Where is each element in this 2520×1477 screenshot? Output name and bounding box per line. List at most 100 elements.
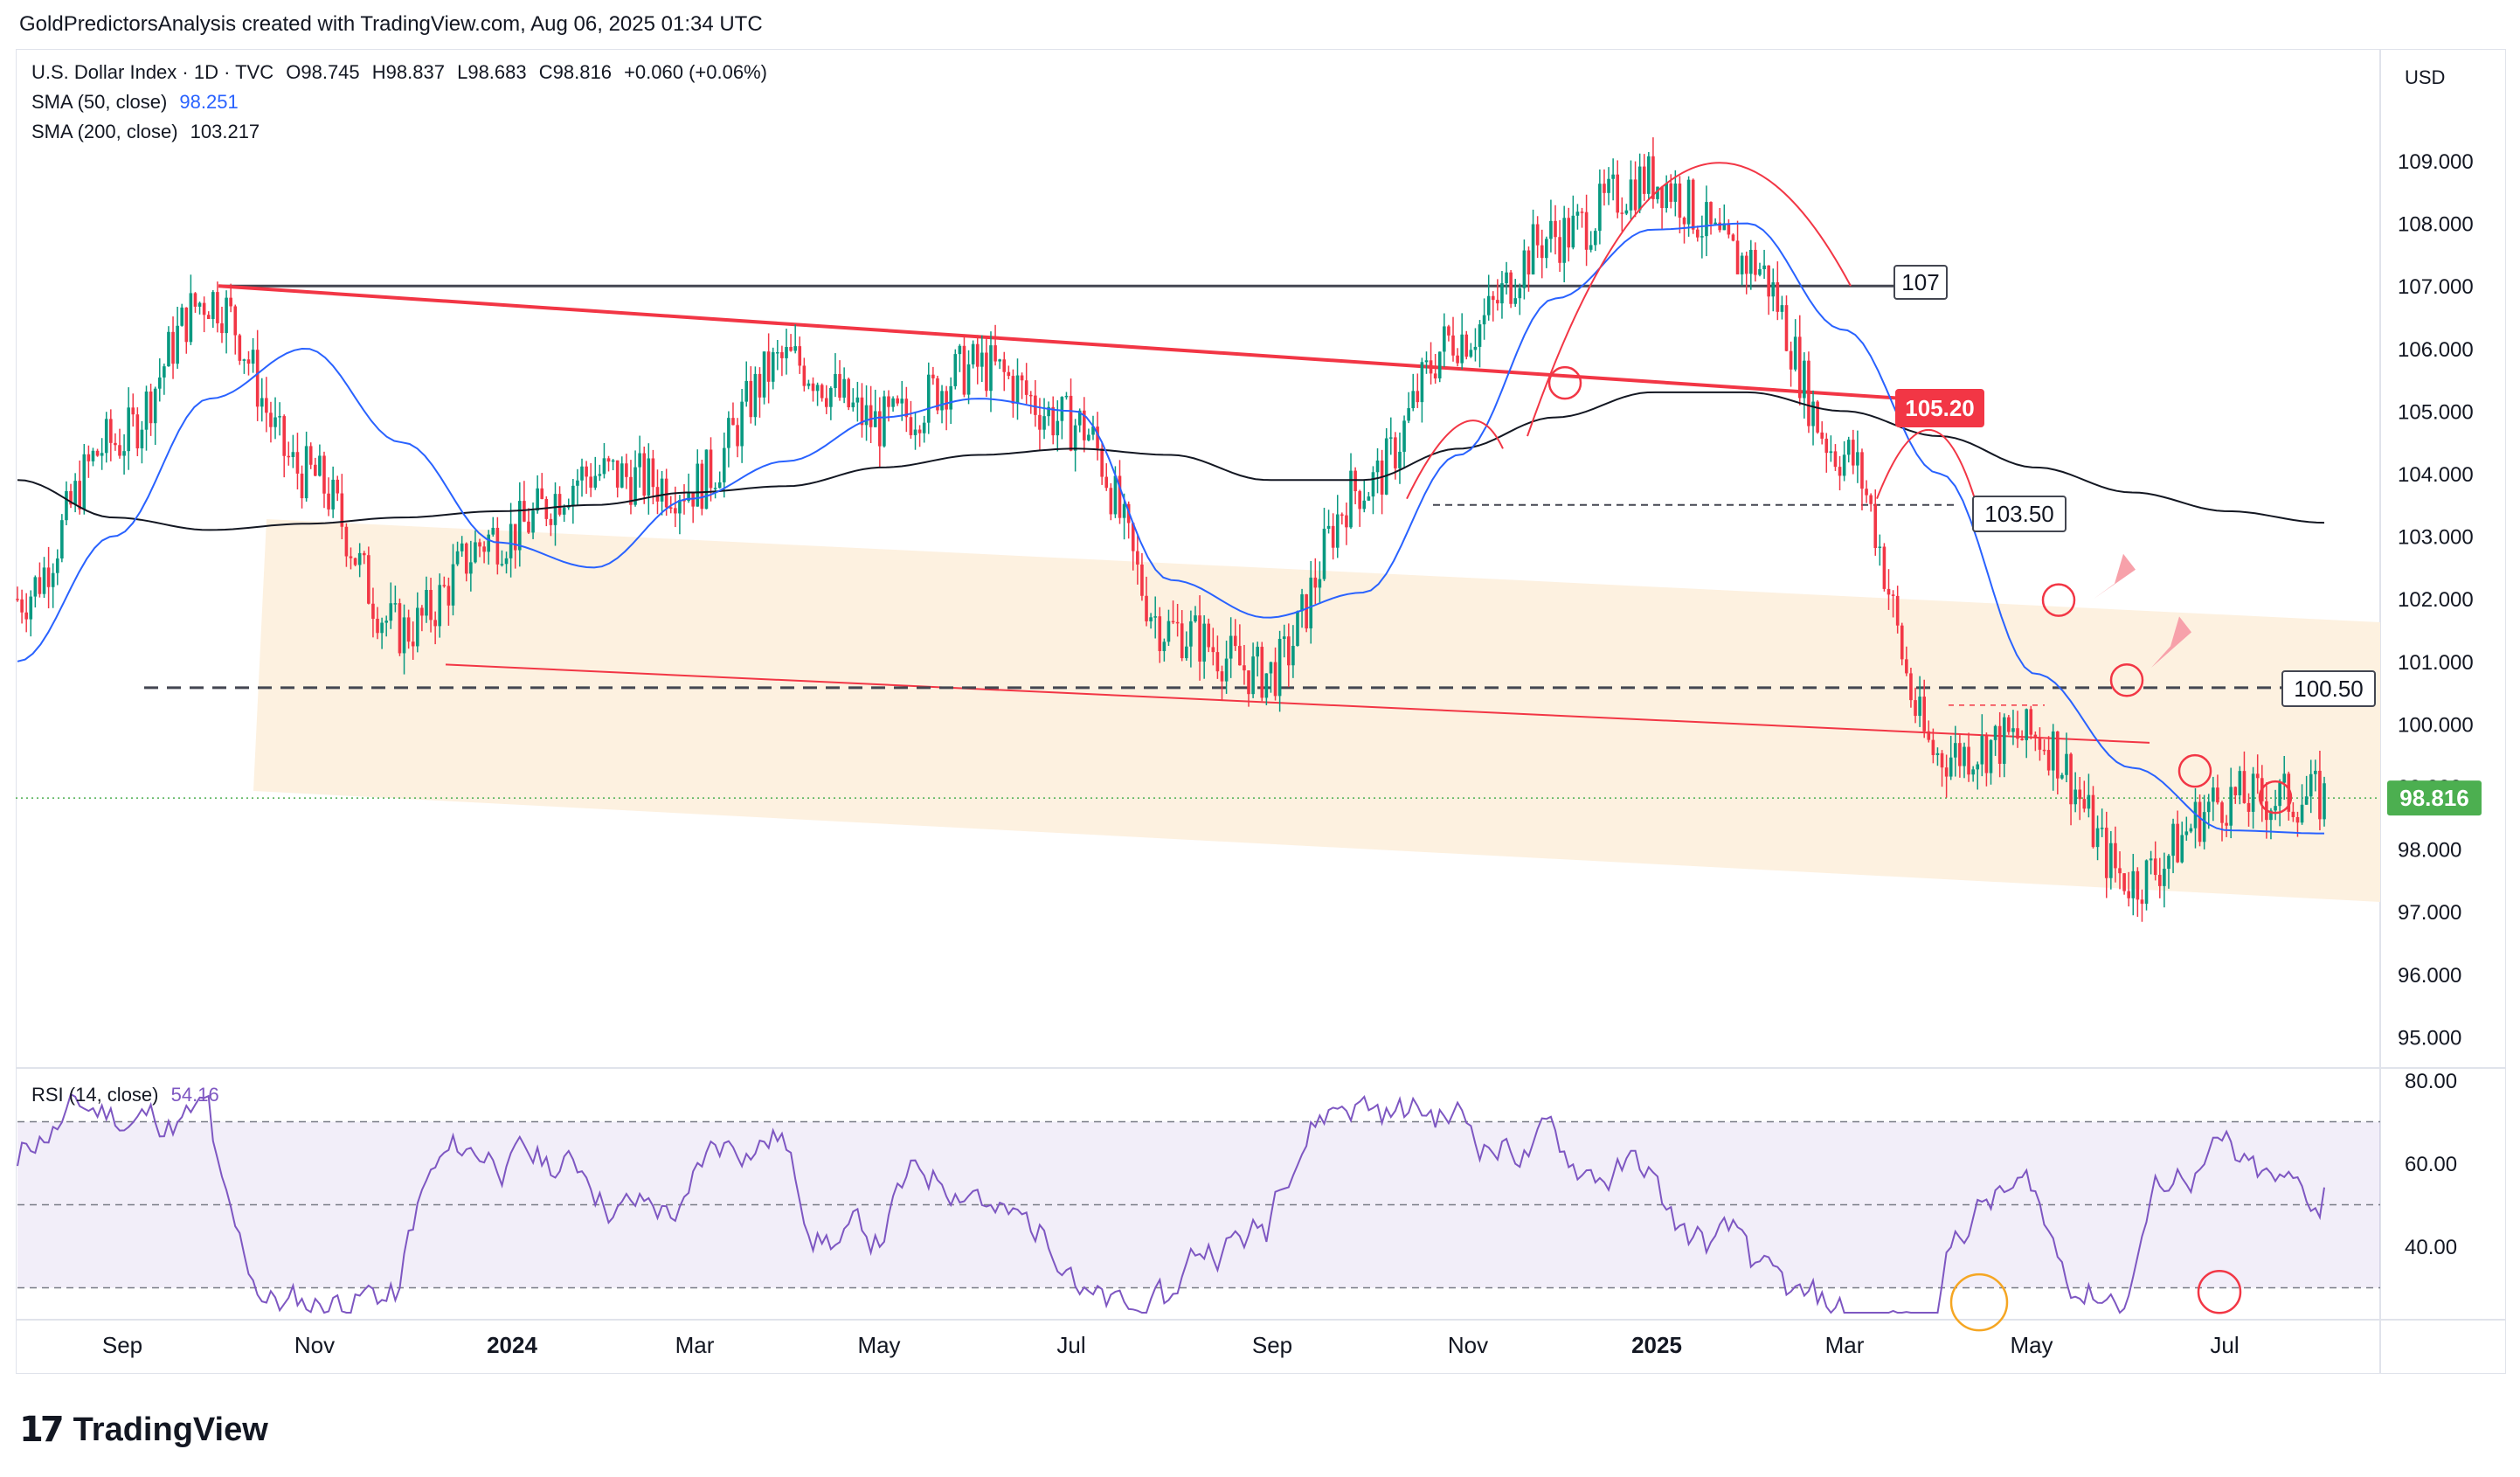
candle-body bbox=[1318, 579, 1322, 588]
candle-body bbox=[1433, 373, 1437, 378]
candle-body bbox=[1326, 525, 1331, 529]
candle-body bbox=[1233, 635, 1237, 647]
candle-body bbox=[771, 352, 775, 382]
candle-body bbox=[1869, 495, 1873, 504]
candle-body bbox=[811, 383, 815, 392]
candle-body bbox=[1180, 623, 1184, 659]
candle-body bbox=[1727, 223, 1731, 235]
candle-body bbox=[900, 399, 904, 404]
candle-body bbox=[251, 350, 255, 364]
tradingview-logo[interactable]: 17 TradingView bbox=[19, 1409, 268, 1451]
candle-body bbox=[1256, 647, 1259, 657]
candle-body bbox=[744, 380, 749, 402]
candle-body bbox=[1282, 636, 1286, 640]
candle-body bbox=[314, 464, 317, 476]
legend-sma200-row[interactable]: SMA (200, close) 103.217 bbox=[31, 121, 260, 143]
candle-body bbox=[883, 396, 886, 447]
candle-body bbox=[1682, 218, 1686, 225]
candle-body bbox=[163, 366, 166, 378]
candle-body bbox=[2055, 731, 2060, 779]
candle-body bbox=[985, 352, 988, 392]
candle-body bbox=[225, 297, 228, 334]
last-price-label: 98.816 bbox=[2399, 785, 2469, 811]
legend-rsi-row[interactable]: RSI (14, close) 54.16 bbox=[31, 1084, 219, 1106]
candle-body bbox=[1109, 488, 1113, 515]
candle-body bbox=[1051, 406, 1056, 436]
candle-body bbox=[1700, 236, 1704, 238]
candle-body bbox=[873, 411, 877, 427]
candle-body bbox=[193, 293, 197, 307]
candle-body bbox=[1780, 305, 1784, 312]
candle-body bbox=[1069, 395, 1073, 451]
candle-body bbox=[2091, 794, 2095, 848]
candle-body bbox=[922, 422, 926, 433]
level-label-105-20: 105.20 bbox=[1905, 395, 1975, 421]
candle-body bbox=[789, 346, 793, 351]
candle-body bbox=[1882, 546, 1887, 589]
candle-body bbox=[2038, 737, 2042, 750]
tradingview-logo-text: TradingView bbox=[73, 1411, 268, 1448]
candle-body bbox=[1367, 496, 1371, 501]
candle-body bbox=[993, 345, 997, 362]
candle-body bbox=[598, 474, 602, 476]
candle-body bbox=[1073, 425, 1077, 451]
candle-body bbox=[2247, 802, 2251, 812]
legend-sma50-row[interactable]: SMA (50, close) 98.251 bbox=[31, 91, 239, 114]
candle-body bbox=[1811, 401, 1815, 426]
time-tick-label: Nov bbox=[294, 1332, 335, 1358]
descending-trendline-red bbox=[218, 284, 1906, 401]
legend-high: H98.837 bbox=[371, 61, 445, 83]
candle-body bbox=[1642, 166, 1646, 194]
chart-attribution: GoldPredictorsAnalysis created with Trad… bbox=[19, 12, 763, 36]
candle-body bbox=[1469, 350, 1473, 357]
candle-body bbox=[655, 487, 660, 502]
candle-body bbox=[2180, 835, 2184, 863]
candle-body bbox=[989, 345, 993, 392]
candle-body bbox=[1047, 406, 1050, 417]
candle-body bbox=[157, 377, 162, 389]
legend-open: O98.745 bbox=[286, 61, 360, 83]
candle-body bbox=[197, 302, 202, 307]
candle-body bbox=[1954, 743, 1957, 758]
candle-body bbox=[1678, 184, 1682, 218]
candle-body bbox=[2100, 828, 2104, 829]
candle-body bbox=[2042, 749, 2046, 752]
candle-body bbox=[1927, 731, 1931, 740]
candle-body bbox=[246, 359, 251, 364]
candle-body bbox=[2202, 812, 2206, 843]
candle-body bbox=[940, 391, 944, 411]
candle-body bbox=[1940, 752, 1944, 768]
candle-body bbox=[1402, 420, 1406, 452]
candle-body bbox=[1958, 743, 1962, 766]
candle-body bbox=[544, 498, 549, 519]
candle-body bbox=[1616, 174, 1620, 213]
candle-body bbox=[229, 297, 232, 307]
candle-body bbox=[1443, 326, 1446, 352]
candle-body bbox=[847, 378, 851, 408]
candle-body bbox=[1976, 764, 1980, 770]
candle-body bbox=[2167, 856, 2170, 870]
candle-body bbox=[2278, 782, 2281, 807]
candle-body bbox=[1865, 489, 1868, 496]
tradingview-logo-icon: 17 bbox=[19, 1410, 65, 1450]
candle-body bbox=[687, 491, 690, 501]
candle-body bbox=[1100, 448, 1104, 477]
left-shoulder-arc bbox=[1406, 420, 1504, 500]
legend-sma200-label: SMA (200, close) bbox=[31, 121, 178, 142]
candle-body bbox=[1980, 735, 1984, 765]
candle-body bbox=[1273, 662, 1277, 697]
candle-body bbox=[1944, 767, 1949, 777]
candle-body bbox=[2206, 801, 2211, 813]
candle-body bbox=[1803, 360, 1806, 399]
candle-body bbox=[91, 450, 95, 461]
candle-body bbox=[2051, 731, 2055, 771]
time-tick-label: Mar bbox=[675, 1332, 715, 1358]
candle-body bbox=[585, 466, 588, 477]
candle-body bbox=[1558, 237, 1561, 263]
candle-body bbox=[1767, 265, 1770, 297]
candle-body bbox=[1749, 249, 1753, 274]
candle-body bbox=[1735, 240, 1740, 274]
candle-body bbox=[2020, 738, 2024, 740]
candle-body bbox=[1394, 437, 1397, 468]
